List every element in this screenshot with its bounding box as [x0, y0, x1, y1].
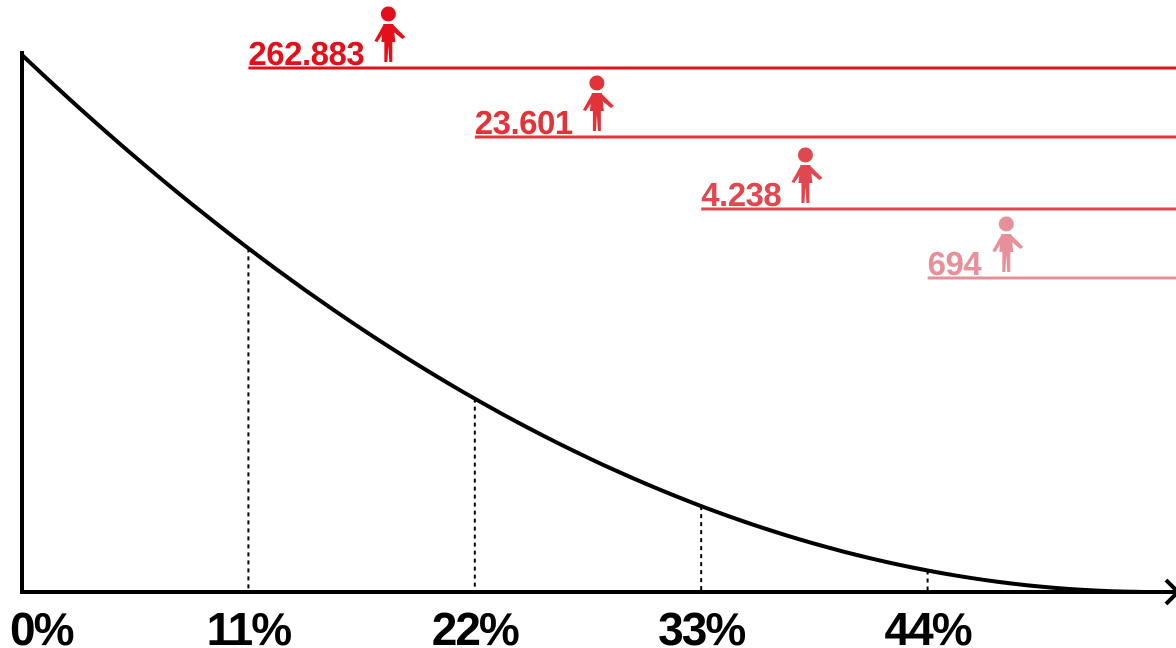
marker-3: 694	[927, 216, 1176, 282]
x-tick-label: 11%	[207, 603, 292, 648]
marker-value-label: 23.601	[475, 104, 573, 141]
person-icon	[791, 147, 823, 203]
marker-value-label: 262.883	[248, 35, 364, 72]
person-icon	[374, 6, 406, 62]
marker-value-label: 694	[928, 245, 983, 282]
x-axis-arrow-icon	[1164, 578, 1176, 606]
marker-1: 23.601	[474, 75, 1176, 141]
x-tick-label: 0%	[10, 603, 74, 648]
marker-layer: 262.883 23.601 4.238 694	[248, 6, 1176, 282]
marker-value-label: 4.238	[701, 176, 781, 213]
person-icon	[582, 75, 614, 131]
decay-curve	[20, 53, 1155, 594]
person-icon	[992, 216, 1024, 272]
guide-layer	[247, 248, 929, 592]
curve-layer	[20, 53, 1155, 594]
marker-2: 4.238	[701, 147, 1176, 213]
tick-layer: 0% 11% 22% 33% 44%	[10, 603, 974, 648]
marker-0: 262.883	[248, 6, 1176, 72]
x-tick-label: 44%	[885, 603, 972, 648]
x-tick-label: 22%	[432, 603, 519, 648]
x-tick-label: 33%	[658, 603, 745, 648]
axis-layer	[20, 51, 1176, 606]
